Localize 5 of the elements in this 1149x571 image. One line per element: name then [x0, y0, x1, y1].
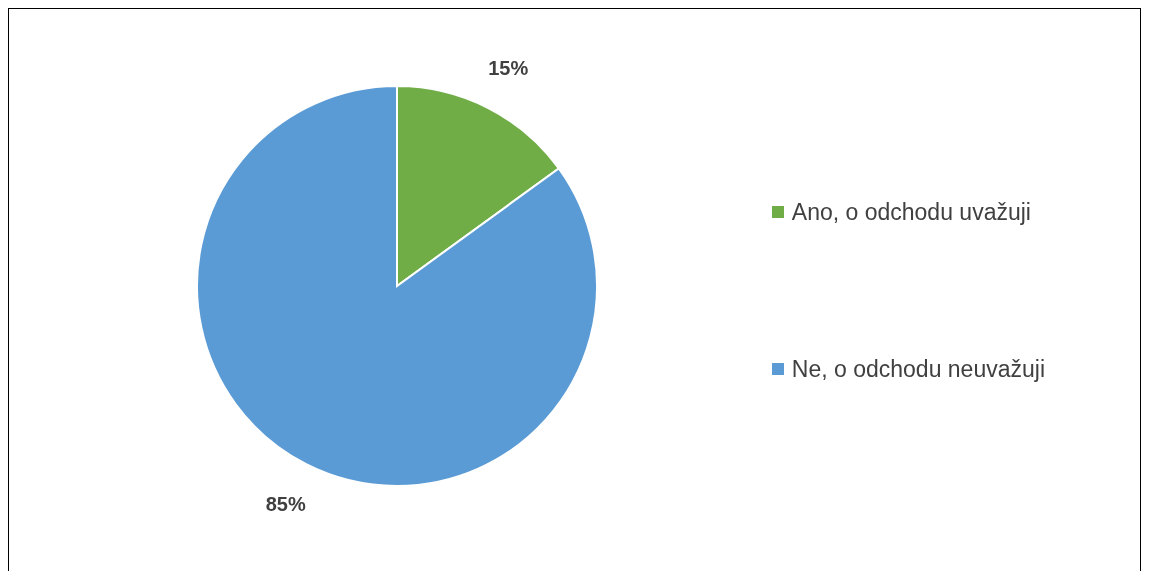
- legend-label: Ne, o odchodu neuvažuji: [791, 355, 1045, 383]
- legend-label: Ano, o odchodu uvažuji: [791, 198, 1031, 226]
- pie-slice: [196, 85, 598, 487]
- data-label: 15%: [488, 56, 529, 79]
- data-label: 85%: [265, 493, 306, 516]
